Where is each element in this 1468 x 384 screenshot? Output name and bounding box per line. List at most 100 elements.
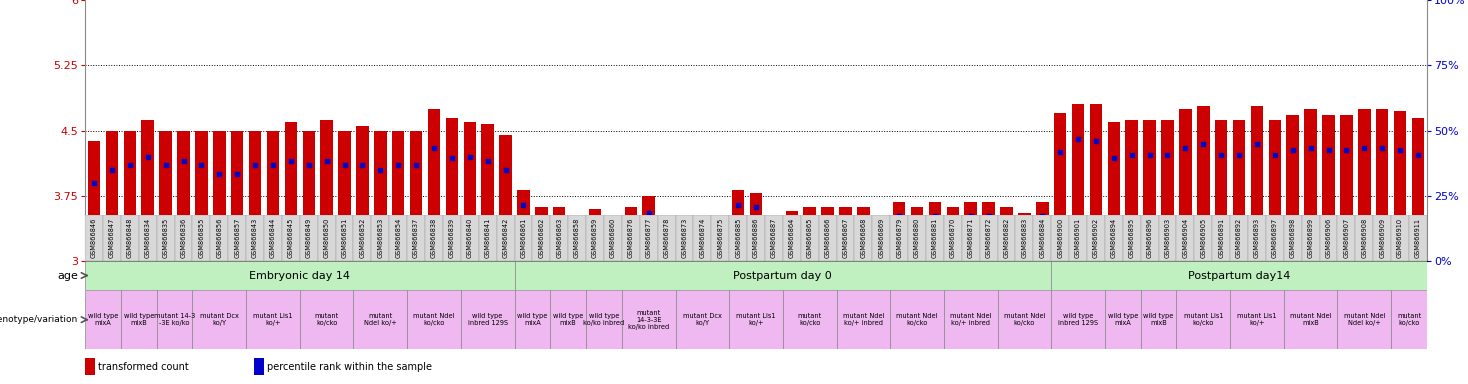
Text: mutant
ko/cko: mutant ko/cko xyxy=(1398,313,1421,326)
Bar xyxy=(1158,215,1176,261)
Text: mutant
Ndel ko/+: mutant Ndel ko/+ xyxy=(364,313,396,326)
Bar xyxy=(357,126,368,261)
Text: mutant Ndel
ko/cko: mutant Ndel ko/cko xyxy=(897,313,938,326)
Text: genotype/variation: genotype/variation xyxy=(0,315,78,324)
Bar xyxy=(998,290,1051,349)
Bar xyxy=(675,290,730,349)
Bar xyxy=(1144,120,1155,261)
Text: mutant Lis1
ko/+: mutant Lis1 ko/+ xyxy=(737,313,775,326)
Text: mutant Ndel
Ndel ko/+: mutant Ndel Ndel ko/+ xyxy=(1343,313,1384,326)
Text: GSM866900: GSM866900 xyxy=(1057,218,1063,258)
Bar xyxy=(1016,215,1033,261)
Bar xyxy=(1033,215,1051,261)
Bar xyxy=(299,290,354,349)
Bar xyxy=(228,215,247,261)
Text: GSM866853: GSM866853 xyxy=(377,218,383,258)
Bar xyxy=(1393,111,1406,261)
Bar xyxy=(1141,290,1176,349)
Bar xyxy=(819,215,837,261)
Text: GSM866892: GSM866892 xyxy=(1236,218,1242,258)
Bar xyxy=(962,215,979,261)
Text: GSM866894: GSM866894 xyxy=(1111,218,1117,258)
Text: GSM866874: GSM866874 xyxy=(699,218,705,258)
Bar xyxy=(944,290,998,349)
Bar xyxy=(157,215,175,261)
Bar xyxy=(821,207,834,261)
Bar xyxy=(123,131,137,261)
Bar xyxy=(1196,106,1210,261)
Text: GSM866883: GSM866883 xyxy=(1022,218,1028,258)
Bar xyxy=(1051,290,1105,349)
Bar xyxy=(1051,261,1427,290)
Bar xyxy=(1355,215,1373,261)
Text: GSM866877: GSM866877 xyxy=(646,218,652,258)
Bar xyxy=(192,215,210,261)
Bar xyxy=(854,215,872,261)
Bar xyxy=(1268,120,1282,261)
Text: GSM866839: GSM866839 xyxy=(449,218,455,258)
Bar xyxy=(1089,104,1102,261)
Bar xyxy=(765,215,782,261)
Bar xyxy=(678,233,691,261)
Bar xyxy=(603,215,622,261)
Bar xyxy=(1373,215,1392,261)
Text: GSM866859: GSM866859 xyxy=(592,218,597,258)
Text: GSM866902: GSM866902 xyxy=(1094,218,1100,258)
Text: GSM866843: GSM866843 xyxy=(252,218,258,258)
Text: GSM866910: GSM866910 xyxy=(1398,218,1403,258)
Bar xyxy=(464,122,476,261)
Bar xyxy=(1051,215,1069,261)
Text: GSM866864: GSM866864 xyxy=(788,218,794,258)
Text: wild type
mixA: wild type mixA xyxy=(517,313,548,326)
Bar xyxy=(461,215,479,261)
Text: mutant Lis1
ko/+: mutant Lis1 ko/+ xyxy=(1238,313,1277,326)
Bar xyxy=(160,131,172,261)
Bar xyxy=(320,120,333,261)
Bar xyxy=(1337,215,1355,261)
Text: GSM866841: GSM866841 xyxy=(484,218,490,258)
Text: GSM866905: GSM866905 xyxy=(1201,218,1207,258)
Text: GSM866862: GSM866862 xyxy=(539,218,545,258)
Text: GSM866901: GSM866901 xyxy=(1075,218,1080,258)
Bar xyxy=(514,215,533,261)
Bar xyxy=(371,215,389,261)
Bar xyxy=(210,215,228,261)
Bar xyxy=(872,215,890,261)
Bar xyxy=(1323,115,1334,261)
Bar xyxy=(354,290,407,349)
Bar xyxy=(658,215,675,261)
Bar xyxy=(514,261,1051,290)
Text: GSM866878: GSM866878 xyxy=(664,218,669,258)
Bar xyxy=(586,290,622,349)
Text: GSM866882: GSM866882 xyxy=(1004,218,1010,258)
Bar xyxy=(733,190,744,261)
Bar xyxy=(803,207,816,261)
Bar xyxy=(837,215,854,261)
Text: mutant Lis1
ko/+: mutant Lis1 ko/+ xyxy=(254,313,292,326)
Text: mutant
14-3-3E
ko/ko inbred: mutant 14-3-3E ko/ko inbred xyxy=(628,310,669,330)
Bar xyxy=(443,215,461,261)
Bar xyxy=(499,135,512,261)
Bar xyxy=(640,215,658,261)
Bar xyxy=(299,215,317,261)
Text: GSM866868: GSM866868 xyxy=(860,218,866,258)
Bar xyxy=(389,215,407,261)
Text: GSM866869: GSM866869 xyxy=(878,218,884,258)
Bar xyxy=(1195,215,1213,261)
Bar xyxy=(354,215,371,261)
Bar xyxy=(840,207,851,261)
Bar xyxy=(1141,215,1158,261)
Bar xyxy=(254,358,264,376)
Bar xyxy=(1176,215,1195,261)
Bar xyxy=(479,215,496,261)
Bar xyxy=(998,215,1016,261)
Bar xyxy=(1409,215,1427,261)
Text: GSM866870: GSM866870 xyxy=(950,218,956,258)
Bar xyxy=(800,215,819,261)
Text: mutant 14-3
-3E ko/ko: mutant 14-3 -3E ko/ko xyxy=(154,313,195,326)
Text: GSM866867: GSM866867 xyxy=(843,218,849,258)
Bar xyxy=(1161,120,1174,261)
Text: GSM866879: GSM866879 xyxy=(895,218,903,258)
Bar xyxy=(1340,115,1352,261)
Bar xyxy=(103,215,120,261)
